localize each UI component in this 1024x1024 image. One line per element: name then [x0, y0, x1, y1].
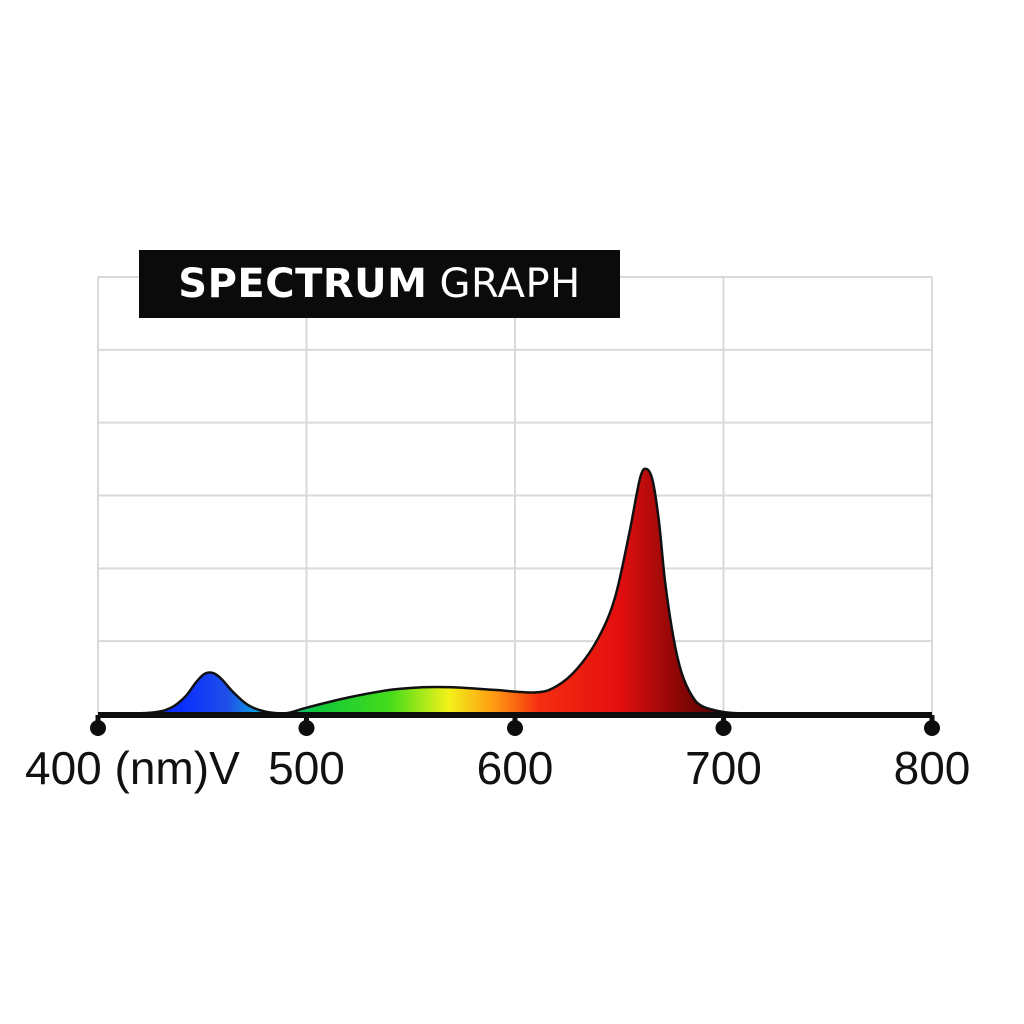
x-tick-marker — [924, 720, 940, 736]
x-tick-marker — [715, 720, 732, 736]
x-tick-label: 800 — [894, 742, 971, 794]
x-tick-marker — [507, 720, 523, 736]
x-tick-marker — [298, 720, 315, 736]
chart-grid — [97, 276, 933, 714]
x-tick-label: 500 — [268, 742, 345, 794]
x-tick-label: 400 (nm)V — [25, 742, 240, 794]
chart-title-bold: SPECTRUM — [178, 261, 428, 307]
x-axis-ticks: 400 (nm)V 500 600 700 800 — [25, 715, 970, 794]
chart-title-light: GRAPH — [439, 261, 581, 307]
x-tick-marker — [90, 720, 106, 736]
x-tick-label: 600 — [477, 742, 554, 794]
chart-title: SPECTRUM GRAPH — [139, 250, 620, 318]
spectrum-outline — [97, 467, 932, 716]
x-tick-label: 700 — [685, 742, 762, 794]
spectrum-area-group — [97, 467, 932, 716]
